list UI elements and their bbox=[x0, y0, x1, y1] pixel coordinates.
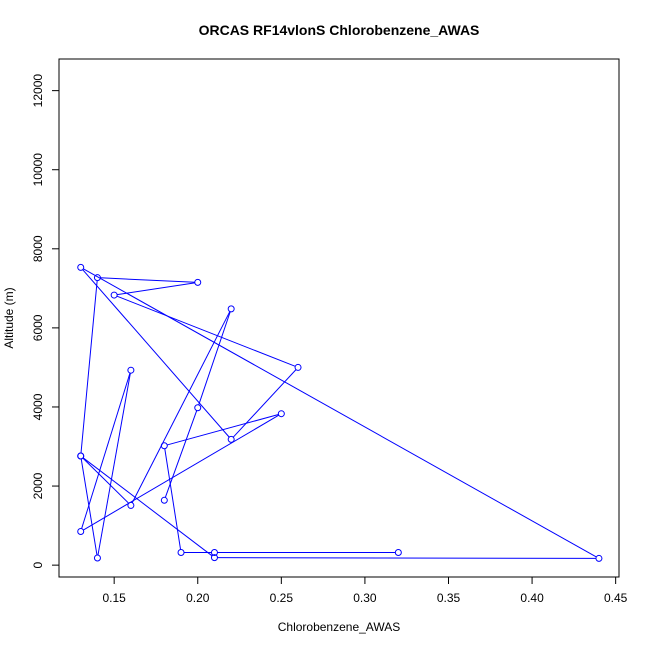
data-point bbox=[93, 274, 101, 282]
data-point bbox=[110, 291, 118, 299]
x-tick-label: 0.15 bbox=[102, 591, 126, 605]
x-tick-label: 0.45 bbox=[604, 591, 628, 605]
data-point bbox=[210, 548, 218, 556]
data-point bbox=[210, 554, 218, 562]
y-axis: 0 2000 4000 6000 8000 10000 12000 bbox=[31, 74, 60, 568]
y-tick-label: 0 bbox=[31, 561, 45, 568]
y-axis-label: Altitude (m) bbox=[2, 287, 16, 348]
x-axis: 0.15 0.20 0.25 0.30 0.35 0.40 0.45 bbox=[102, 576, 628, 605]
y-tick-label: 8000 bbox=[31, 235, 45, 262]
series-segment bbox=[82, 457, 130, 504]
y-tick-label: 6000 bbox=[31, 314, 45, 341]
series-segment bbox=[117, 282, 195, 296]
data-point bbox=[160, 442, 168, 450]
series-segment bbox=[82, 269, 230, 438]
data-point bbox=[277, 410, 285, 418]
data-point bbox=[127, 501, 135, 509]
data-point bbox=[227, 435, 235, 443]
data-point bbox=[177, 548, 185, 556]
series-segment bbox=[80, 458, 98, 556]
data-point bbox=[160, 496, 168, 504]
series-segment bbox=[164, 410, 198, 498]
data-point bbox=[77, 263, 85, 271]
x-tick-label: 0.20 bbox=[186, 591, 210, 605]
x-tick-label: 0.25 bbox=[270, 591, 294, 605]
series-segment bbox=[83, 414, 279, 531]
series-layer bbox=[77, 263, 603, 562]
y-tick-label: 10000 bbox=[31, 153, 45, 187]
data-point bbox=[194, 404, 202, 412]
data-point bbox=[127, 366, 135, 374]
series-segment bbox=[232, 369, 297, 438]
x-tick-label: 0.40 bbox=[520, 591, 544, 605]
y-tick-label: 12000 bbox=[31, 74, 45, 108]
series-segment bbox=[198, 311, 231, 406]
series-segment bbox=[83, 268, 597, 558]
data-point bbox=[394, 548, 402, 556]
data-point bbox=[93, 554, 101, 562]
series-segment bbox=[131, 311, 231, 503]
x-tick-label: 0.35 bbox=[437, 591, 461, 605]
x-axis-label: Chlorobenzene_AWAS bbox=[278, 620, 401, 634]
series-segment bbox=[100, 277, 195, 283]
data-point bbox=[77, 452, 85, 460]
data-point bbox=[294, 363, 302, 371]
y-tick-label: 2000 bbox=[31, 472, 45, 499]
series-segment bbox=[81, 372, 131, 529]
data-point bbox=[194, 278, 202, 286]
series-segment bbox=[217, 557, 596, 559]
x-tick-label: 0.30 bbox=[353, 591, 377, 605]
series-segment bbox=[97, 373, 131, 556]
series-segment bbox=[164, 448, 182, 550]
chart-title: ORCAS RF14vlonS Chlorobenzene_AWAS bbox=[199, 22, 480, 38]
data-point bbox=[77, 528, 85, 536]
series-segment bbox=[80, 280, 98, 454]
series-segment bbox=[82, 457, 213, 557]
series-segment bbox=[116, 295, 296, 367]
y-tick-label: 4000 bbox=[31, 393, 45, 420]
data-point bbox=[595, 554, 603, 562]
data-point bbox=[227, 305, 235, 313]
